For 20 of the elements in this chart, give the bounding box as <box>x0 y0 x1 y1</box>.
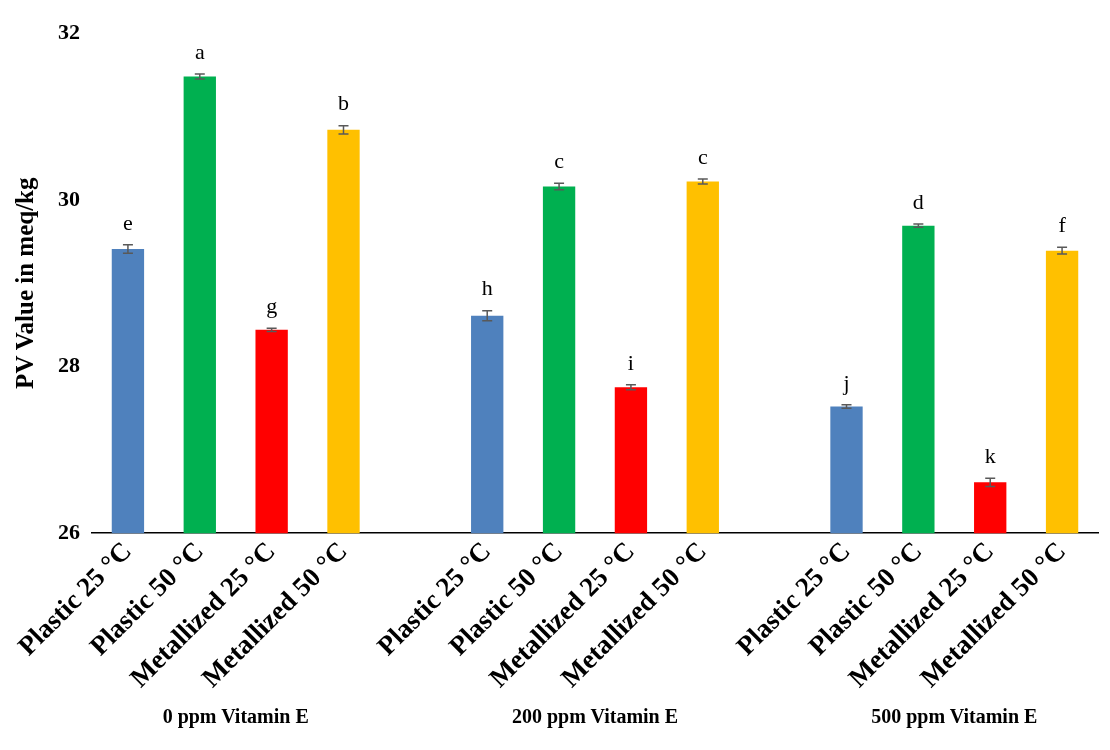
data-label: g <box>266 292 278 318</box>
data-label: e <box>123 209 133 235</box>
y-tick-label: 30 <box>58 185 80 211</box>
y-tick-label: 32 <box>58 18 80 44</box>
data-label: c <box>697 143 708 169</box>
y-tick-label: 28 <box>58 352 80 378</box>
text: 200 ppm Vitamin E <box>510 705 680 728</box>
data-label: c <box>554 147 565 173</box>
y-axis-title: PV Value in meq/kg <box>11 176 39 389</box>
data-label: f <box>1058 212 1067 238</box>
data-label: h <box>481 275 493 301</box>
data-label: d <box>912 188 924 214</box>
y-tick-label: 26 <box>58 518 80 544</box>
data-label: i <box>627 349 634 375</box>
data-label: k <box>984 442 996 468</box>
text: 0 ppm Vitamin E <box>161 705 310 728</box>
data-label: b <box>338 90 349 116</box>
data-label: a <box>194 38 205 64</box>
data-label: j <box>842 369 850 395</box>
text: 500 ppm Vitamin E <box>870 705 1039 728</box>
